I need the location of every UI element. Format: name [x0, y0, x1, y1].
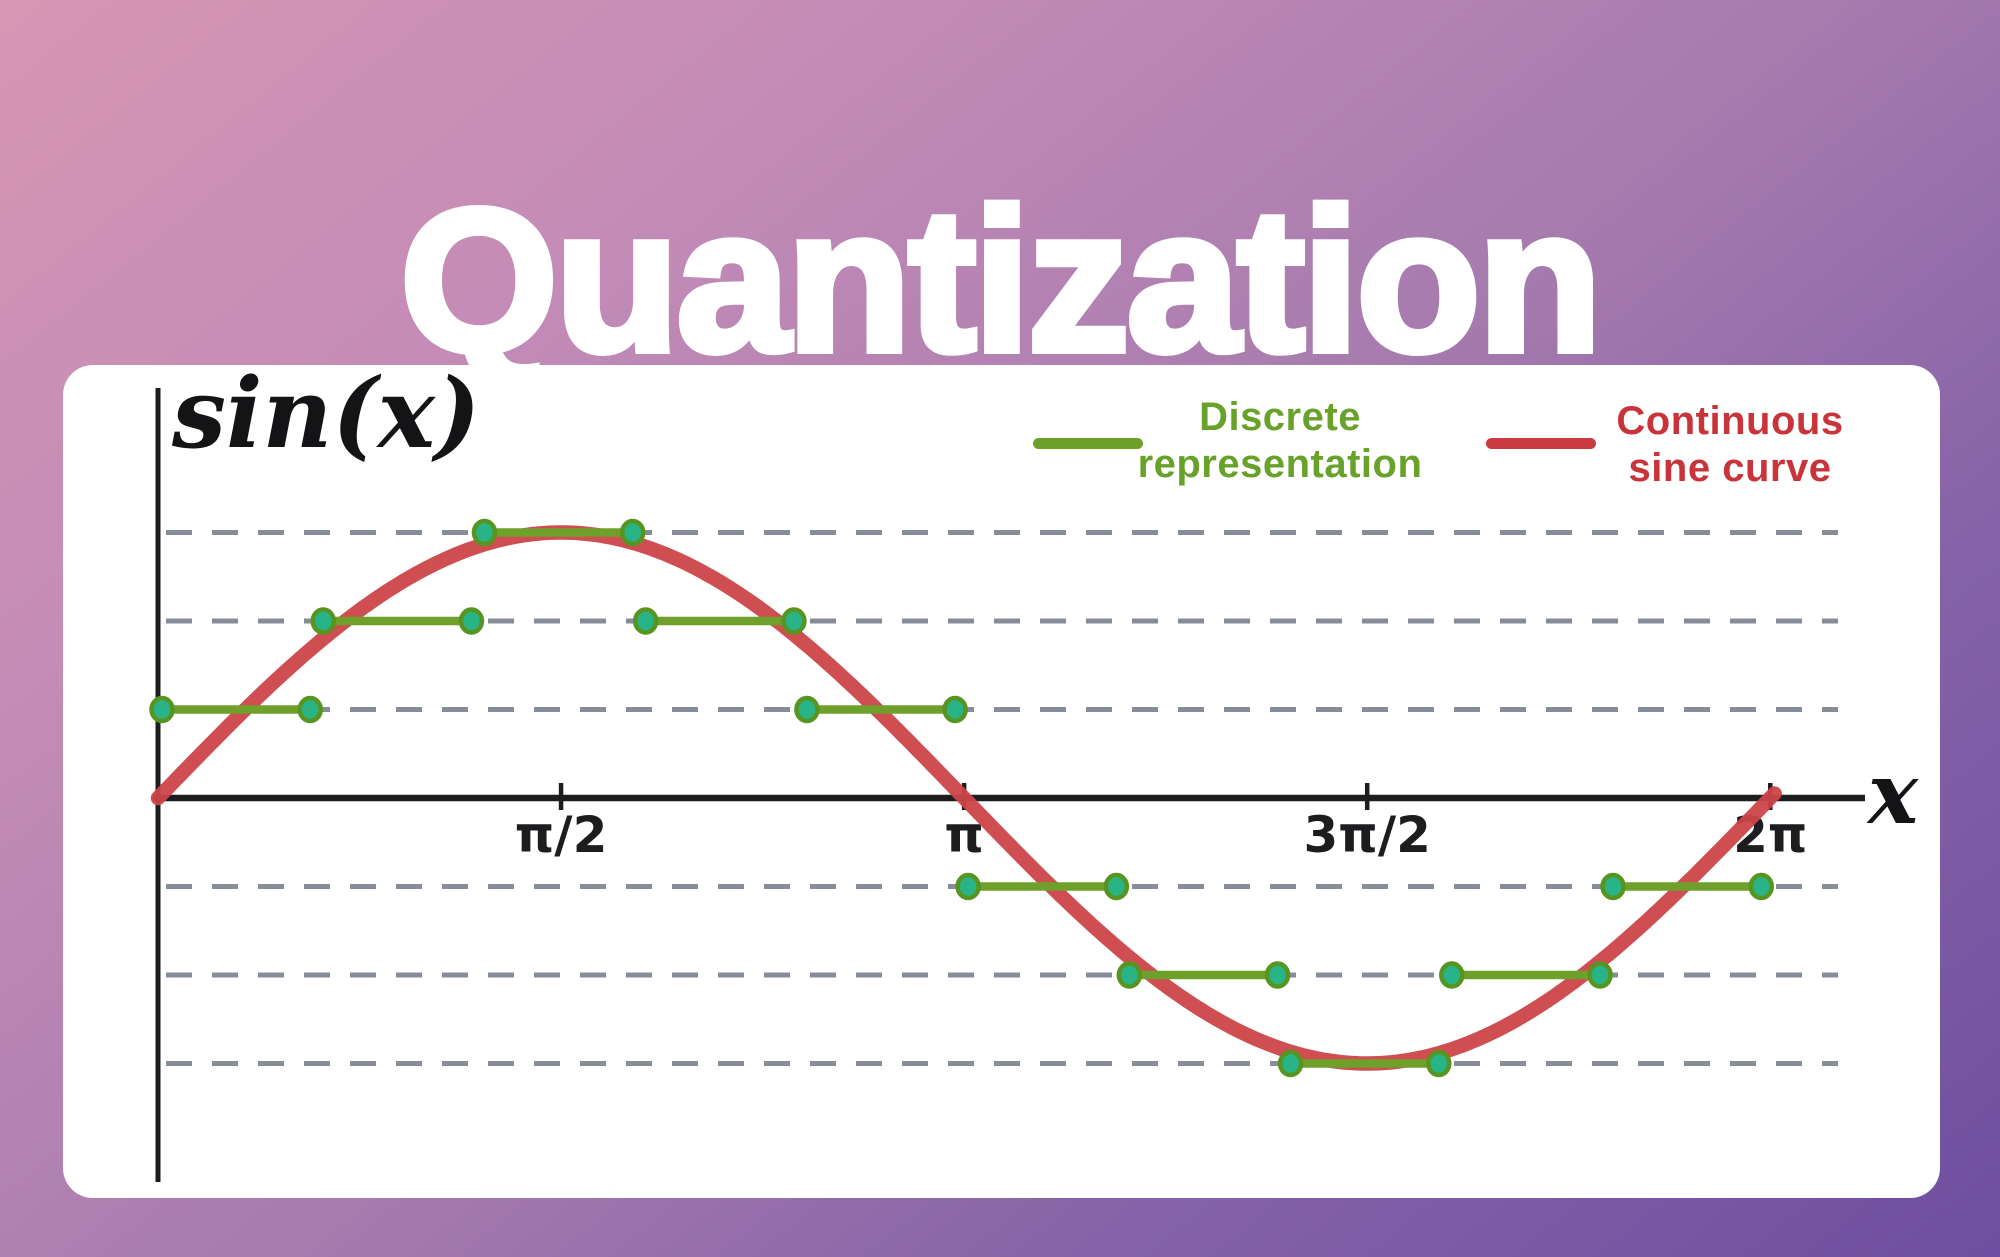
sample-point [619, 518, 646, 547]
sample-point [1439, 961, 1465, 989]
sample-point [1600, 872, 1626, 901]
sample-point [458, 607, 485, 635]
legend-swatch-discrete [1033, 438, 1143, 449]
legend-label-line: sine curve [1628, 446, 1832, 490]
sample-point [955, 872, 981, 901]
sample-point [1264, 961, 1291, 989]
x-axis-label: x [1868, 744, 1919, 843]
legend-label-line: Continuous [1616, 399, 1844, 443]
legend-swatch-continuous [1486, 438, 1596, 449]
sample-point [149, 695, 175, 724]
sample-point [1116, 961, 1143, 989]
sample-point [1426, 1049, 1452, 1078]
page-title: Quantization [396, 167, 1605, 394]
legend-label-line: Discrete [1199, 395, 1361, 439]
sample-point [1103, 872, 1130, 901]
sample-point [632, 607, 659, 635]
sample-point [471, 518, 498, 547]
sine-curve [150, 525, 1782, 1071]
legend-label-discrete: Discrete representation [1132, 394, 1428, 488]
x-tick-label: π/2 [515, 806, 608, 864]
legend-label-continuous: Continuous sine curve [1594, 398, 1866, 492]
sample-point [794, 695, 820, 724]
sample-point [781, 607, 807, 635]
sample-point [297, 695, 323, 724]
sample-point [942, 695, 968, 724]
y-axis-label: sin(x) [172, 357, 481, 470]
sample-point [1277, 1049, 1304, 1078]
legend-label-line: representation [1137, 442, 1423, 486]
chart-card [63, 365, 1940, 1198]
x-tick-label: 3π/2 [1303, 806, 1430, 864]
sample-point [310, 607, 336, 635]
sample-point [1587, 961, 1613, 989]
sample-point [1748, 872, 1775, 901]
